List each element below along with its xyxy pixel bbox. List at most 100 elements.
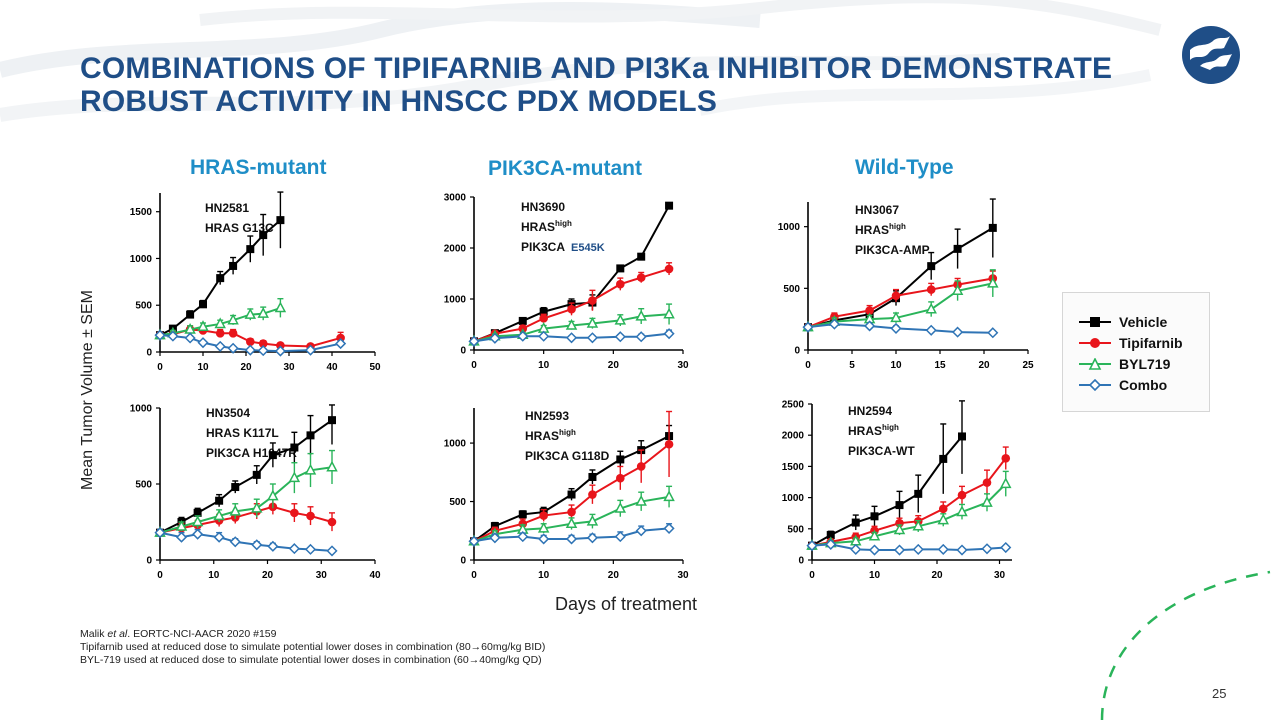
data-point [616, 279, 625, 289]
data-point [586, 532, 598, 544]
data-point [981, 495, 993, 507]
data-point [635, 525, 647, 537]
y-tick-label: 0 [798, 556, 804, 567]
series-line [811, 483, 1007, 547]
data-point [246, 245, 255, 254]
data-point [154, 527, 166, 539]
data-point [914, 489, 923, 498]
data-point [636, 462, 646, 471]
data-point [539, 314, 548, 323]
footnote-etal: et al [107, 628, 128, 640]
annotation-mutation: E545K [571, 242, 605, 254]
data-point [614, 531, 626, 543]
x-tick-label: 50 [369, 362, 381, 373]
data-point [258, 339, 268, 348]
data-point [468, 535, 480, 547]
data-point [197, 320, 209, 331]
data-point [490, 522, 499, 531]
data-point [538, 533, 550, 545]
data-point [306, 431, 315, 440]
legend-item-byl719: BYL719 [1063, 353, 1209, 374]
data-point [987, 276, 999, 288]
y-tick-label: 0 [460, 346, 466, 357]
data-point [925, 302, 937, 314]
data-point [215, 496, 224, 505]
data-point [335, 338, 347, 350]
chart-annotation-line: PIK3CA H1047R [206, 446, 297, 460]
data-point [588, 472, 597, 481]
x-tick-label: 0 [157, 570, 163, 581]
data-point [229, 261, 238, 270]
data-point [567, 490, 576, 499]
y-tick-label: 1500 [130, 207, 153, 218]
x-tick-label: 30 [316, 570, 328, 581]
data-point [635, 494, 647, 506]
data-point [895, 501, 904, 510]
x-tick-label: 10 [197, 362, 209, 373]
page-number: 25 [1212, 686, 1227, 701]
data-point [890, 311, 902, 323]
data-point [956, 505, 968, 517]
y-tick-label: 1000 [778, 222, 801, 233]
chart-annotation-line: PIK3CA-AMP [855, 243, 930, 257]
data-point [802, 321, 814, 333]
data-point [864, 320, 876, 332]
series-tipifarnib [469, 410, 674, 546]
annotation-text: HRAS [848, 424, 882, 438]
data-point [865, 306, 874, 315]
data-point [252, 470, 261, 479]
data-point [304, 463, 317, 475]
data-point [616, 455, 625, 464]
legend-item-vehicle: Vehicle [1063, 311, 1209, 332]
company-logo-icon [1182, 26, 1240, 84]
data-point [290, 508, 299, 518]
chart-annotation-line: HRAShigh [855, 222, 906, 237]
data-point [274, 301, 287, 313]
footnotes: Malik et al. EORTC-NCI-AACR 2020 #159 Ti… [80, 628, 545, 667]
data-point [586, 332, 598, 344]
data-point [175, 519, 188, 531]
data-point [925, 324, 937, 336]
series-byl719 [806, 470, 1012, 550]
data-point [186, 310, 195, 319]
series-line [159, 505, 333, 534]
data-point [227, 313, 239, 325]
data-point [304, 543, 317, 555]
y-tick-label: 500 [135, 480, 152, 491]
annotation-text: PIK3CA G118D [525, 449, 610, 463]
data-point [567, 304, 576, 314]
data-point [953, 244, 962, 253]
data-point [851, 518, 860, 527]
slide-title-line-1: COMBINATIONS OF TIPIFARNIB AND PI3Ka INH… [80, 52, 1113, 85]
y-tick-label: 0 [146, 556, 152, 567]
data-point [868, 529, 881, 541]
chart-annotation-line: HRAShigh [521, 219, 572, 234]
data-point [197, 337, 209, 349]
chart-hn3504: 0 10 20 30 40 0 500 1000 HN3504 HRAS K117L PIK3CA … [130, 404, 381, 582]
chart-hn3690: 0 10 20 30 0 1000 2000 3000 HN3690 HRAShigh PIK3CA… [444, 193, 689, 372]
data-point [828, 318, 840, 330]
data-point [636, 273, 646, 282]
data-point [227, 342, 239, 354]
y-axis-label: Mean Tumor Volume ± SEM [79, 290, 96, 490]
x-tick-label: 10 [869, 570, 881, 581]
x-tick-label: 0 [809, 570, 815, 581]
series-line [811, 435, 963, 547]
data-point [663, 522, 675, 534]
data-point [154, 329, 166, 341]
data-point [958, 432, 966, 441]
x-tick-label: 10 [890, 360, 902, 371]
x-tick-label: 0 [805, 360, 811, 371]
annotation-text: HN3504 [206, 406, 250, 420]
data-point [565, 318, 578, 330]
data-point [951, 284, 964, 296]
footnote-citation: . EORTC-NCI-AACR 2020 #159 [127, 628, 277, 640]
annotation-text: HRAS K117L [206, 426, 279, 440]
data-point [214, 317, 226, 329]
data-point [565, 533, 578, 545]
annotation-text: HRAS G13C [205, 221, 274, 235]
data-point [267, 489, 279, 501]
x-tick-label: 0 [157, 362, 163, 373]
series-line [811, 457, 1007, 547]
